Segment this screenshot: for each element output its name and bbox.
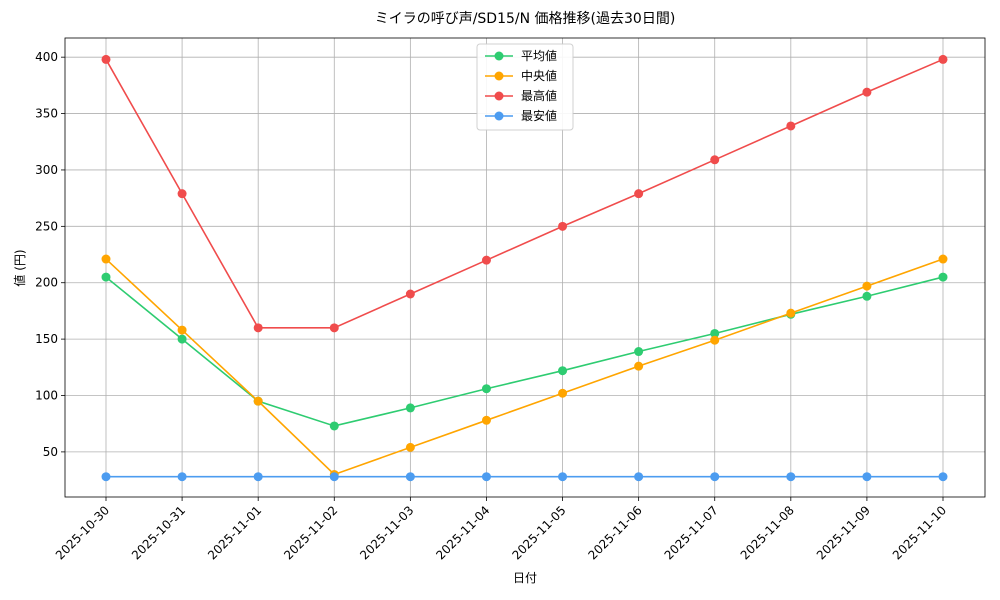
point [862,472,872,482]
point [481,255,491,265]
x-tick-label: 2025-11-02 [281,503,340,562]
legend-marker [494,71,504,81]
point [101,254,111,264]
plot-frame [64,37,986,498]
x-axis-label: 日付 [513,571,537,585]
point [938,272,948,282]
point [710,472,720,482]
x-tick-label: 2025-11-09 [814,503,873,562]
y-tick-label: 50 [43,445,58,459]
point [405,403,415,413]
point [938,472,948,482]
legend-label: 最安値 [521,108,557,123]
x-tick-label: 2025-11-04 [433,503,492,562]
point [786,121,796,131]
legend-marker [494,111,504,121]
y-axis-label: 値 (円) [12,249,27,286]
point [101,272,111,282]
x-tick-label: 2025-11-06 [586,503,645,562]
y-tick-label: 300 [35,163,58,177]
point [862,87,872,97]
y-tick-label: 150 [35,332,58,346]
x-tick-label: 2025-11-10 [890,503,949,562]
legend-box [476,43,574,131]
series-line [105,58,944,329]
x-tick-label: 2025-11-01 [205,503,264,562]
y-tick-label: 400 [35,50,58,64]
point [329,472,339,482]
point [558,472,568,482]
point [101,472,111,482]
y-tick-label: 100 [35,389,58,403]
point [177,334,187,344]
x-tick-label: 2025-11-07 [662,503,721,562]
x-tick-label: 2025-10-30 [53,503,112,562]
point [177,325,187,335]
point [481,415,491,425]
y-tick-label: 200 [35,276,58,290]
point [710,328,720,338]
legend-marker [494,51,504,61]
point [329,421,339,431]
y-tick-label: 250 [35,219,58,233]
legend-marker [494,91,504,101]
chart-title: ミイラの呼び声/SD15/N 価格推移(過去30日間) [375,11,676,27]
point [177,189,187,199]
series-line [105,276,944,427]
point [177,472,187,482]
point [405,472,415,482]
series-line [105,258,944,476]
point [558,221,568,231]
x-tick-label: 2025-11-05 [509,503,568,562]
legend-label: 平均値 [521,48,557,63]
point [634,472,644,482]
point [634,189,644,199]
point [862,281,872,291]
point [558,388,568,398]
point [253,472,263,482]
point [329,323,339,333]
point [558,366,568,376]
point [253,323,263,333]
point [481,472,491,482]
point [938,54,948,64]
point [862,291,872,301]
x-tick-label: 2025-11-03 [357,503,416,562]
legend-label: 中央値 [521,68,557,83]
point [710,335,720,345]
point [634,347,644,357]
point [481,384,491,394]
point [253,396,263,406]
point [405,442,415,452]
point [710,155,720,165]
point [634,361,644,371]
point [938,254,948,264]
point [101,54,111,64]
point [786,472,796,482]
point [786,308,796,318]
point [405,289,415,299]
y-tick-label: 350 [35,107,58,121]
legend-label: 最高値 [521,88,557,103]
x-tick-label: 2025-11-08 [738,503,797,562]
x-tick-label: 2025-10-31 [129,503,188,562]
